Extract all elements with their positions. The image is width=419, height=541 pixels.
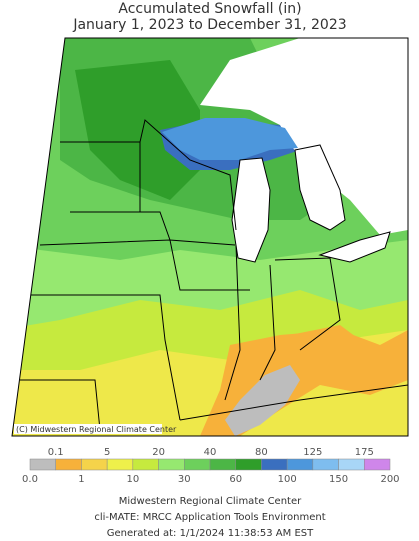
legend-label: 10 bbox=[126, 474, 139, 485]
footer-line: Generated at: 1/1/2024 11:38:53 AM EST bbox=[107, 528, 314, 539]
footer-line: Midwestern Regional Climate Center bbox=[119, 496, 302, 507]
map-credit: (C) Midwestern Regional Climate Center bbox=[16, 425, 177, 434]
legend-swatch bbox=[364, 458, 391, 471]
legend-label: 200 bbox=[380, 474, 399, 485]
legend-swatch bbox=[29, 458, 56, 471]
legend-swatch bbox=[55, 458, 82, 471]
legend-label: 40 bbox=[204, 447, 217, 458]
legend-label: 1 bbox=[78, 474, 84, 485]
legend-label: 100 bbox=[278, 474, 297, 485]
legend-swatch bbox=[286, 458, 314, 471]
legend: 0.0 0.1 1 5 10 20 30 40 60 80 100 125 150 175 200 bbox=[22, 447, 400, 485]
legend-swatch bbox=[261, 458, 288, 471]
title: Accumulated Snowfall (in) bbox=[118, 1, 301, 17]
legend-label: 80 bbox=[255, 447, 268, 458]
legend-swatch bbox=[209, 458, 236, 471]
legend-swatch bbox=[132, 458, 159, 471]
legend-label: 175 bbox=[355, 447, 374, 458]
legend-label: 125 bbox=[303, 447, 322, 458]
legend-label: 0.1 bbox=[48, 447, 64, 458]
footer: Midwestern Regional Climate Center cli-MA… bbox=[94, 496, 325, 539]
legend-swatch bbox=[184, 458, 211, 471]
legend-swatch bbox=[158, 458, 185, 471]
footer-line: cli-MATE: MRCC Application Tools Environ… bbox=[94, 512, 325, 523]
map bbox=[12, 38, 408, 436]
legend-label: 150 bbox=[329, 474, 348, 485]
legend-label: 5 bbox=[104, 447, 110, 458]
legend-swatch bbox=[81, 458, 108, 471]
map-frame bbox=[11, 37, 409, 437]
legend-label: 30 bbox=[178, 474, 191, 485]
legend-swatch bbox=[312, 458, 339, 471]
legend-swatch bbox=[235, 458, 262, 471]
subtitle: January 1, 2023 to December 31, 2023 bbox=[72, 17, 346, 33]
legend-label: 0.0 bbox=[22, 474, 38, 485]
credit-box bbox=[14, 424, 162, 434]
legend-label: 60 bbox=[229, 474, 242, 485]
legend-swatch bbox=[106, 458, 134, 471]
legend-label: 20 bbox=[152, 447, 165, 458]
legend-swatch bbox=[338, 458, 365, 471]
